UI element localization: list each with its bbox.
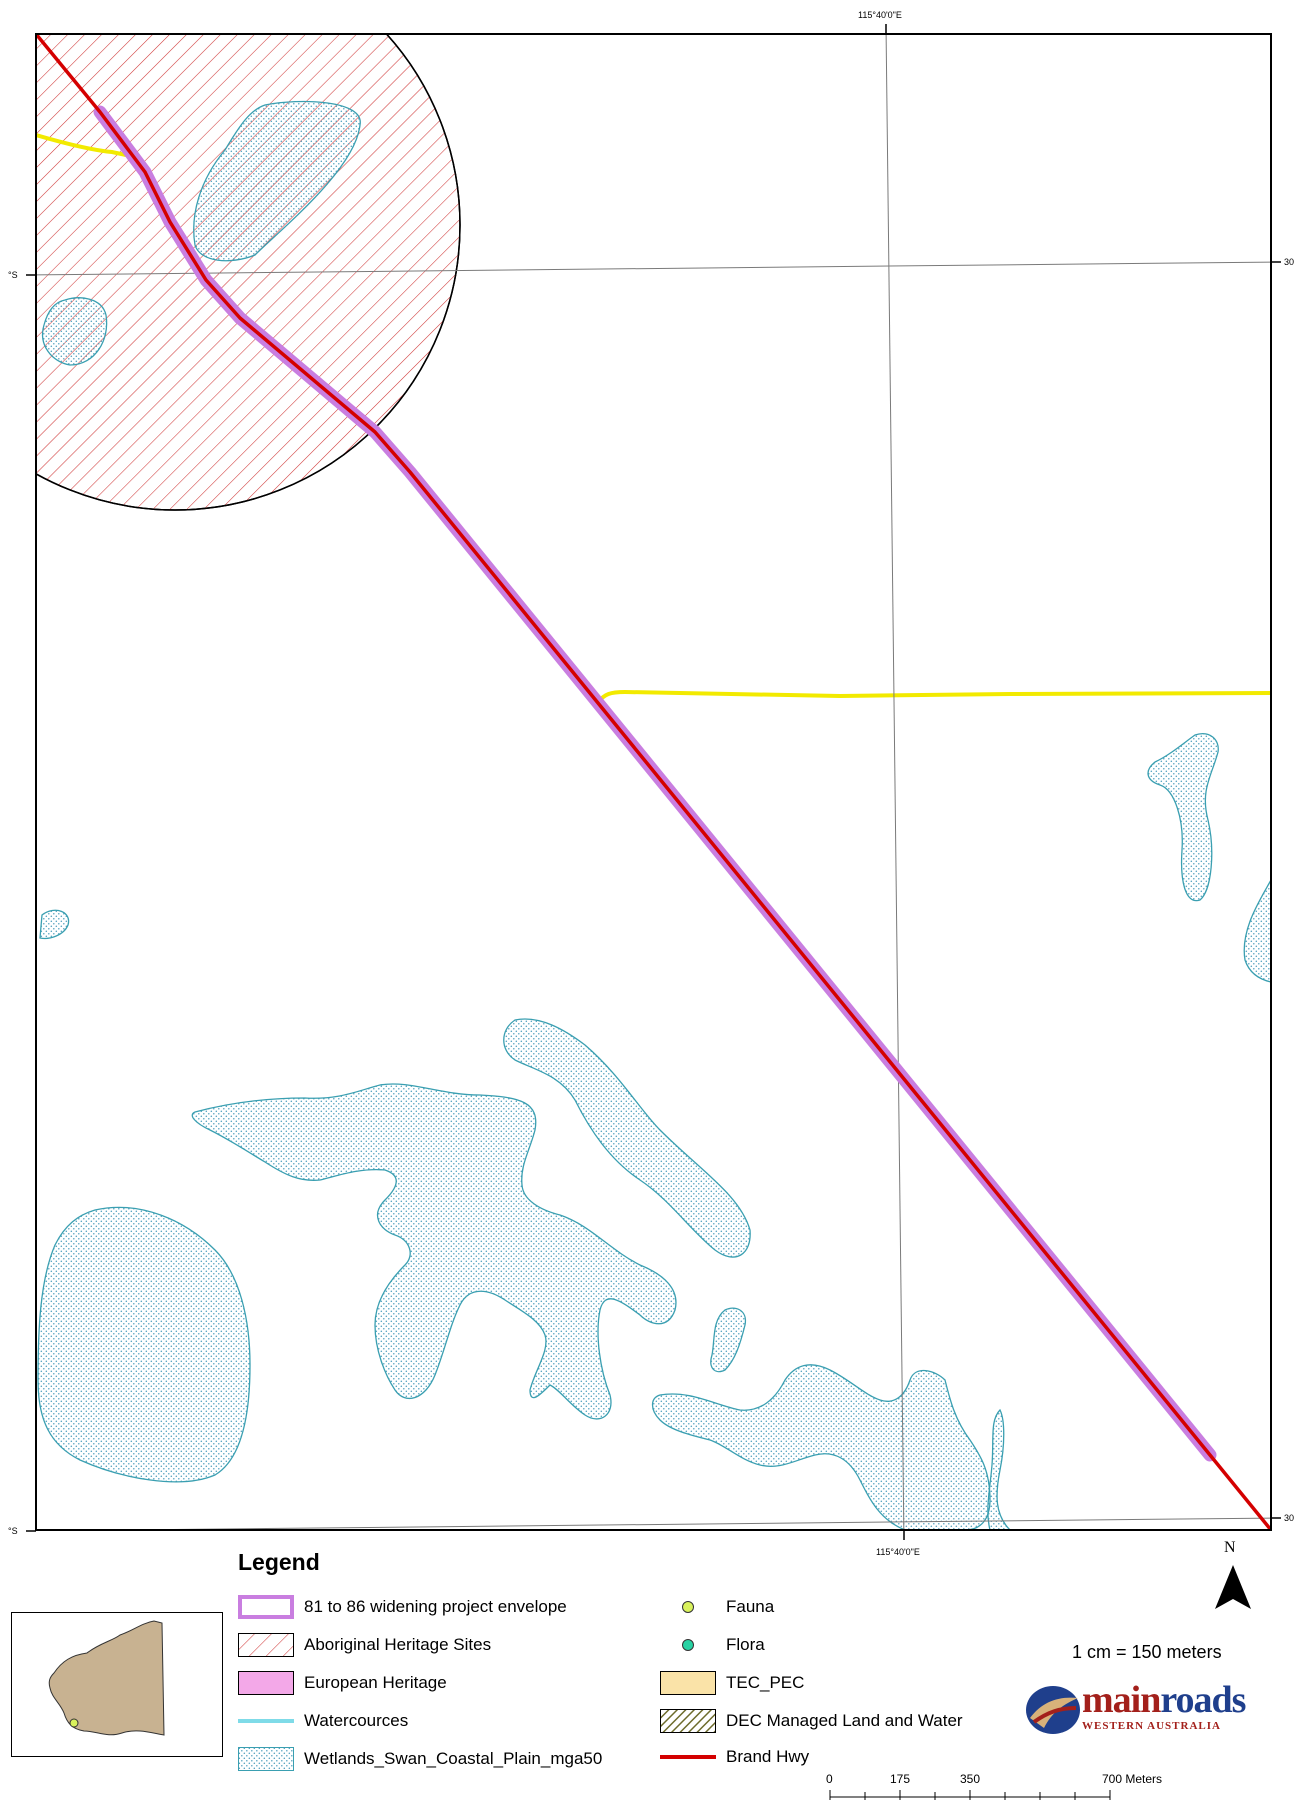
legend-label: TEC_PEC <box>726 1673 805 1692</box>
cyan-line-swatch <box>238 1719 294 1723</box>
north-arrow-icon <box>1215 1565 1251 1609</box>
wetlands-layer <box>37 100 1271 1530</box>
legend-label: Flora <box>726 1635 765 1654</box>
inset-locator-map <box>11 1612 223 1757</box>
legend-label: Fauna <box>726 1597 775 1616</box>
legend-item-watercourses: Watercources <box>238 1707 408 1735</box>
red-line-swatch <box>660 1755 716 1759</box>
olive-hatch-swatch <box>660 1709 716 1733</box>
graticule-left-lower-label: °S <box>8 1526 18 1536</box>
dotted-swatch <box>238 1747 294 1771</box>
legend-label: Wetlands_Swan_Coastal_Plain_mga50 <box>304 1749 603 1768</box>
yellow-dot-swatch <box>660 1595 716 1619</box>
wetland-polygon[interactable] <box>37 1206 251 1483</box>
wetland-polygon[interactable] <box>42 297 108 366</box>
legend-label: 81 to 86 widening project envelope <box>304 1597 567 1616</box>
logo-subtitle: WESTERN AUSTRALIA <box>1082 1720 1221 1732</box>
wetland-polygon[interactable] <box>1147 733 1219 902</box>
legend-label: Brand Hwy <box>726 1747 810 1766</box>
graticule-right-upper-label: 30 <box>1284 257 1294 267</box>
wetland-polygon[interactable] <box>193 100 361 262</box>
watercourse-line[interactable] <box>36 133 127 157</box>
legend-label: Aboriginal Heritage Sites <box>304 1635 492 1654</box>
envelope-swatch <box>238 1595 294 1619</box>
wetland-polygon[interactable] <box>710 1307 747 1373</box>
wetland-polygon[interactable] <box>191 1083 677 1420</box>
graticule <box>36 34 1271 1530</box>
map-content <box>0 0 1271 1530</box>
scale-tick-label: 0 <box>826 1772 833 1786</box>
scale-tick-label: 350 <box>960 1772 980 1786</box>
tan-fill-swatch <box>660 1671 716 1695</box>
legend-label: European Heritage <box>304 1673 447 1692</box>
legend-item-flora: Flora <box>660 1631 765 1659</box>
graticule-left-upper-label: °S <box>8 270 18 280</box>
graticule-top-label: 115°40'0"E <box>858 10 902 20</box>
legend-item-european-heritage: European Heritage <box>238 1669 447 1697</box>
wetland-polygon[interactable] <box>1243 879 1271 983</box>
wetland-polygon[interactable] <box>39 909 70 940</box>
legend-item-wetlands: Wetlands_Swan_Coastal_Plain_mga50 <box>238 1745 602 1773</box>
aboriginal-heritage-site[interactable] <box>0 0 461 511</box>
north-letter: N <box>1224 1539 1236 1556</box>
wetland-polygon[interactable] <box>503 1018 751 1258</box>
legend-item-brand-hwy: Brand Hwy <box>660 1743 809 1771</box>
scale-tick-label: 700 Meters <box>1102 1772 1162 1786</box>
hatch-swatch <box>238 1633 294 1657</box>
legend-title: Legend <box>238 1549 320 1575</box>
graticule-bottom-label: 115°40'0"E <box>876 1547 920 1557</box>
legend-item-tec-pec: TEC_PEC <box>660 1669 804 1697</box>
legend-label: DEC Managed Land and Water <box>726 1711 963 1730</box>
legend-item-aboriginal-heritage: Aboriginal Heritage Sites <box>238 1631 491 1659</box>
legend-item-dec-managed: DEC Managed Land and Water <box>660 1707 963 1735</box>
scale-bar: 0 175 350 700 Meters <box>826 1772 1162 1800</box>
map-frame <box>35 33 1272 1531</box>
legend-item-fauna: Fauna <box>660 1593 774 1621</box>
scale-ratio-text: 1 cm = 150 meters <box>1072 1642 1222 1662</box>
mainroads-logo: mainroads WESTERN AUSTRALIA <box>1020 1678 1260 1742</box>
scale-tick-label: 175 <box>890 1772 910 1786</box>
watercourse-line[interactable] <box>596 689 1271 704</box>
mainroads-emblem-icon <box>1026 1686 1080 1734</box>
brand-hwy[interactable] <box>36 34 1271 1530</box>
legend-item-envelope: 81 to 86 widening project envelope <box>238 1593 567 1621</box>
graticule-ticks <box>26 24 1281 1540</box>
western-australia-inset <box>48 1620 165 1736</box>
green-dot-swatch <box>660 1633 716 1657</box>
legend-label: Watercources <box>304 1711 409 1730</box>
pink-fill-swatch <box>238 1671 294 1695</box>
wetland-polygon[interactable] <box>651 1364 991 1530</box>
logo-wordmark: mainroads <box>1082 1679 1246 1721</box>
graticule-right-lower-label: 30 <box>1284 1513 1294 1523</box>
wetland-polygon[interactable] <box>987 1408 1011 1530</box>
